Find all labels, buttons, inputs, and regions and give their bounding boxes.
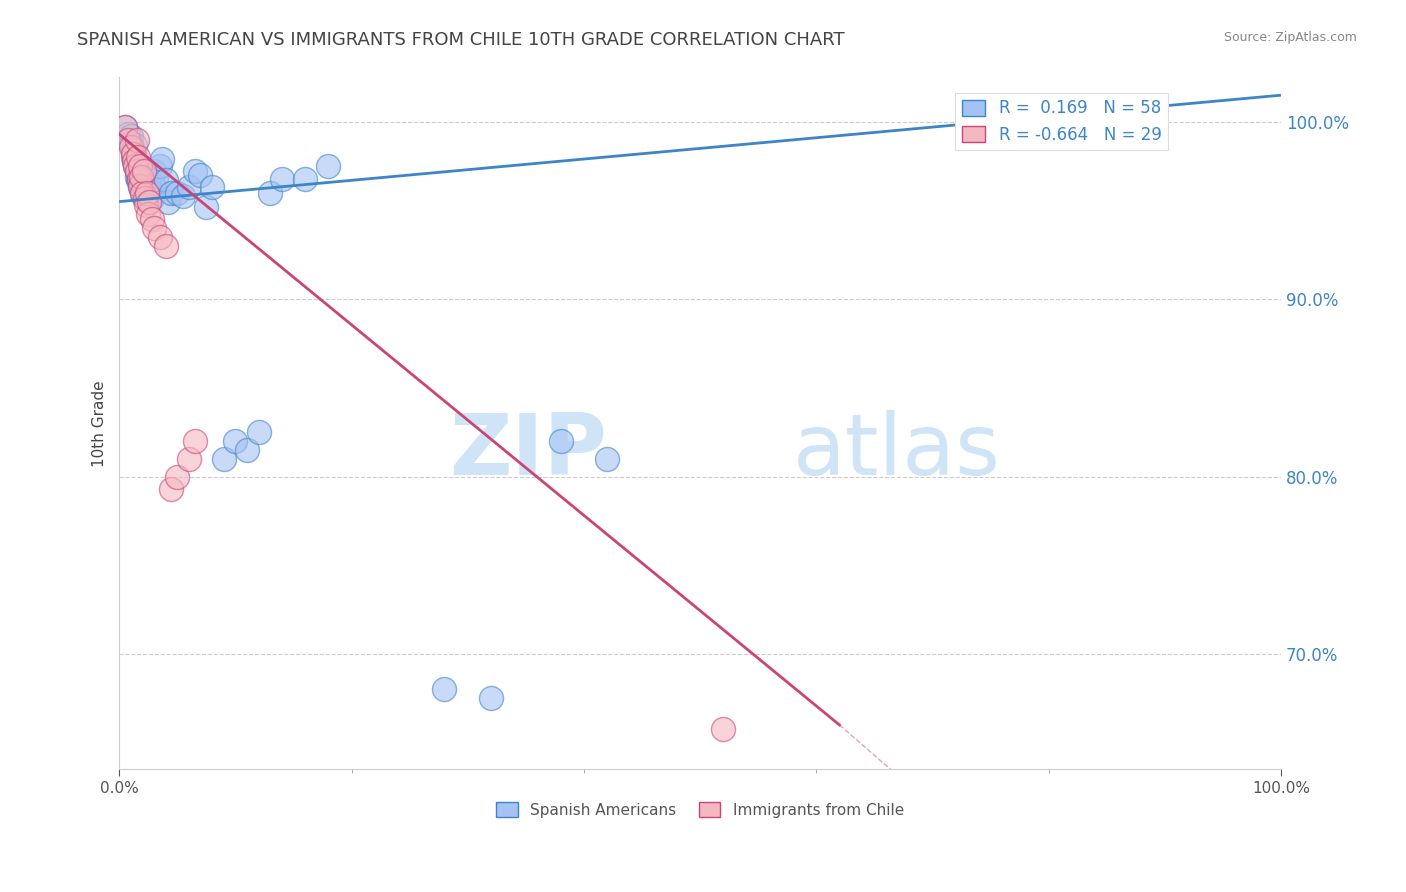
Y-axis label: 10th Grade: 10th Grade (93, 380, 107, 467)
Point (596, 451, 619, 466)
Text: atlas: atlas (793, 409, 1001, 492)
Point (166, 186, 188, 200)
Point (131, 186, 153, 200)
Point (127, 164, 149, 178)
Point (135, 177, 157, 191)
Point (141, 212, 163, 227)
Point (270, 171, 292, 186)
Point (136, 186, 159, 200)
Point (550, 434, 572, 449)
Point (122, 146, 145, 161)
Point (134, 191, 156, 205)
Point (155, 239, 177, 253)
Point (117, 132, 139, 146)
Point (132, 180, 155, 194)
Point (129, 169, 152, 184)
Point (156, 194, 179, 209)
Point (124, 159, 146, 173)
Point (120, 128, 142, 143)
Point (114, 120, 136, 135)
Point (131, 186, 153, 200)
Point (143, 164, 166, 178)
Point (166, 469, 188, 483)
Point (224, 434, 246, 449)
Point (129, 180, 152, 194)
Point (125, 162, 148, 177)
Point (149, 230, 172, 244)
Point (132, 191, 155, 205)
Point (128, 171, 150, 186)
Point (125, 132, 148, 146)
Text: Source: ZipAtlas.com: Source: ZipAtlas.com (1223, 31, 1357, 45)
Point (145, 171, 167, 186)
Point (236, 442, 259, 457)
Point (129, 171, 152, 186)
Point (114, 120, 136, 135)
Point (120, 139, 142, 153)
Point (136, 186, 159, 200)
Point (127, 173, 149, 187)
Text: SPANISH AMERICAN VS IMMIGRANTS FROM CHILE 10TH GRADE CORRELATION CHART: SPANISH AMERICAN VS IMMIGRANTS FROM CHIL… (77, 31, 845, 49)
Point (138, 178, 160, 193)
Point (128, 171, 150, 186)
Point (131, 164, 153, 178)
Point (212, 451, 235, 466)
Point (129, 168, 152, 182)
Point (155, 173, 177, 187)
Point (259, 186, 281, 200)
Point (134, 169, 156, 184)
Point (129, 159, 152, 173)
Point (136, 207, 159, 221)
Point (479, 691, 502, 706)
Point (149, 159, 172, 173)
Point (316, 159, 339, 173)
Point (143, 221, 166, 235)
Text: ZIP: ZIP (450, 409, 607, 492)
Point (190, 168, 212, 182)
Point (138, 194, 160, 209)
Point (122, 153, 145, 168)
Point (132, 164, 155, 178)
Point (122, 153, 145, 168)
Point (122, 150, 145, 164)
Point (143, 178, 166, 193)
Point (201, 180, 224, 194)
Point (294, 171, 316, 186)
Point (122, 143, 145, 157)
Point (183, 434, 205, 449)
Point (124, 159, 146, 173)
Point (160, 482, 183, 496)
Point (139, 184, 162, 198)
Point (122, 146, 145, 161)
Point (124, 137, 146, 152)
Point (247, 425, 270, 440)
Point (136, 171, 159, 186)
Point (183, 164, 205, 178)
Point (125, 164, 148, 178)
Point (160, 186, 183, 200)
Point (128, 159, 150, 173)
Point (127, 150, 149, 164)
Point (135, 198, 157, 212)
Point (129, 177, 152, 191)
Point (125, 169, 148, 184)
Point (117, 127, 139, 141)
Point (195, 200, 218, 214)
Point (150, 152, 173, 166)
Point (433, 682, 456, 697)
Point (177, 451, 200, 466)
Point (711, 722, 734, 736)
Point (177, 180, 200, 194)
Point (141, 191, 163, 205)
Point (120, 136, 142, 150)
Legend: Spanish Americans, Immigrants from Chile: Spanish Americans, Immigrants from Chile (491, 797, 910, 824)
Point (172, 189, 194, 203)
Point (129, 178, 152, 193)
